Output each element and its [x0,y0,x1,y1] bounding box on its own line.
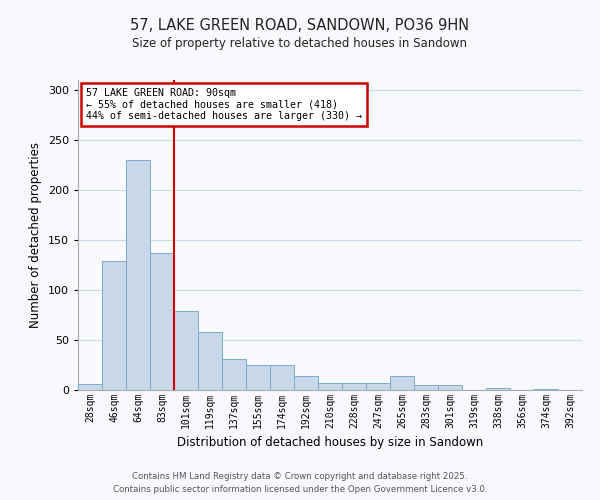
Bar [247,365,269,390]
Bar [343,383,365,390]
Text: 57, LAKE GREEN ROAD, SANDOWN, PO36 9HN: 57, LAKE GREEN ROAD, SANDOWN, PO36 9HN [130,18,470,32]
Bar [487,388,509,390]
Bar [535,389,557,390]
Y-axis label: Number of detached properties: Number of detached properties [29,142,42,328]
Bar [367,383,389,390]
Bar [175,311,197,390]
Bar [127,160,149,390]
X-axis label: Distribution of detached houses by size in Sandown: Distribution of detached houses by size … [177,436,483,450]
Bar [391,376,413,390]
Text: Size of property relative to detached houses in Sandown: Size of property relative to detached ho… [133,38,467,51]
Bar [271,365,293,390]
Bar [439,385,461,390]
Bar [79,384,101,390]
Text: 57 LAKE GREEN ROAD: 90sqm
← 55% of detached houses are smaller (418)
44% of semi: 57 LAKE GREEN ROAD: 90sqm ← 55% of detac… [86,88,362,121]
Text: Contains HM Land Registry data © Crown copyright and database right 2025.: Contains HM Land Registry data © Crown c… [132,472,468,481]
Bar [151,253,173,390]
Bar [415,385,437,390]
Bar [199,332,221,390]
Bar [103,261,125,390]
Bar [223,359,245,390]
Text: Contains public sector information licensed under the Open Government Licence v3: Contains public sector information licen… [113,485,487,494]
Bar [319,383,341,390]
Bar [295,376,317,390]
